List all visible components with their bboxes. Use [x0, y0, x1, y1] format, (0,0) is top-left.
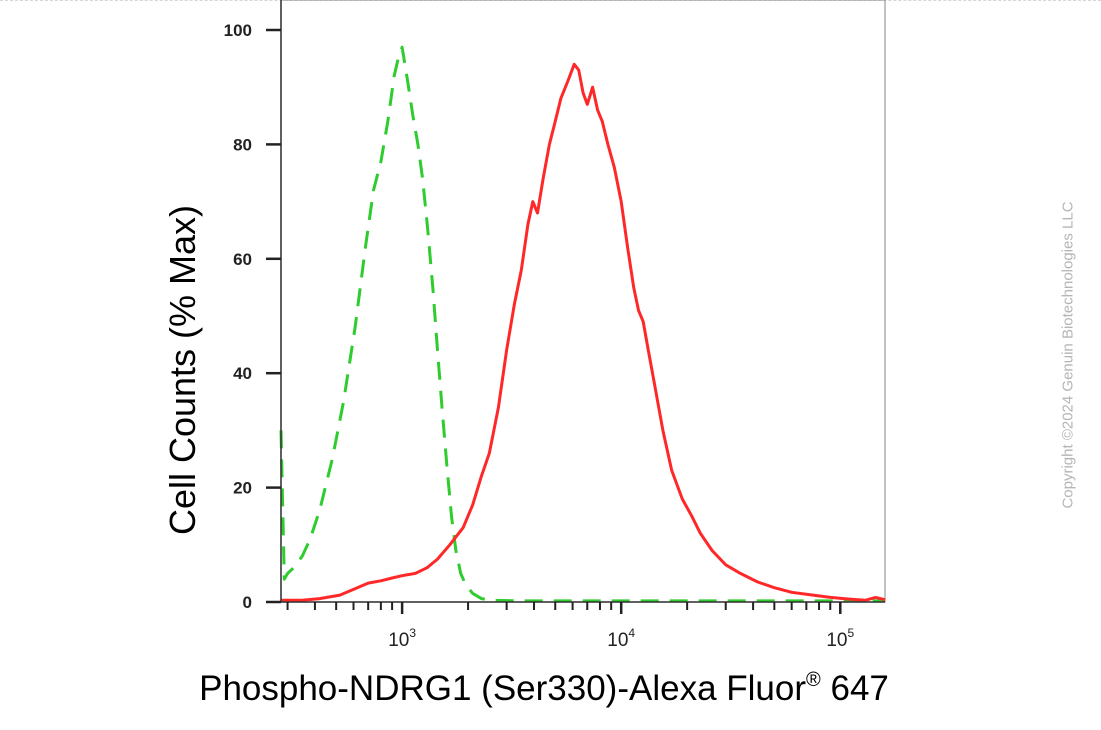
x-tick-base: 10: [607, 630, 628, 651]
y-ticks: 0 20 40 60 80 100: [224, 21, 281, 612]
x-tick-label: 105: [826, 626, 854, 651]
y-tick-label: 60: [233, 250, 252, 269]
x-tick-exponent: 3: [409, 626, 416, 640]
y-tick-label: 80: [233, 135, 252, 154]
x-tick-label: 104: [607, 626, 635, 651]
x-tick-base: 10: [826, 630, 847, 651]
y-tick-label: 0: [243, 593, 252, 612]
x-tick-base: 10: [388, 630, 409, 651]
x-axis-title-main: Phospho-NDRG1 (Ser330)-Alexa Fluor: [199, 669, 806, 708]
x-axis-title-suffix: 647: [821, 669, 889, 708]
x-ticks: 103 104 105: [286, 602, 855, 651]
y-tick-label: 40: [233, 364, 252, 383]
y-tick-label: 20: [233, 479, 252, 498]
series-2-line: [281, 62, 886, 602]
y-axis-title: Cell Counts (% Max): [162, 205, 203, 535]
series-layer: [279, 45, 886, 603]
x-tick-exponent: 4: [628, 626, 635, 640]
copyright-watermark: Copyright ©2024 Genuin Biotechnologies L…: [1059, 201, 1077, 509]
x-tick-exponent: 5: [848, 626, 855, 640]
series-1-line: [279, 45, 885, 603]
x-axis-title-registered: ®: [806, 669, 821, 691]
y-tick-label: 100: [224, 21, 252, 40]
x-axis-title: Phospho-NDRG1 (Ser330)-Alexa Fluor® 647: [199, 669, 889, 708]
x-tick-label: 103: [388, 626, 416, 651]
